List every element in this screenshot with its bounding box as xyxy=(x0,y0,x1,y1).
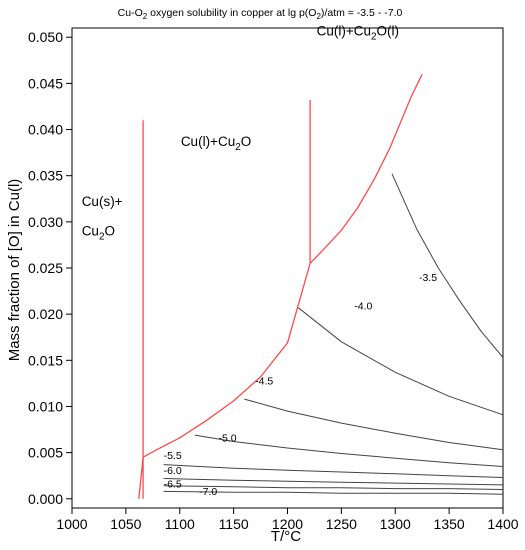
isobar-label: -4.0 xyxy=(354,301,372,313)
isobar-label: -7.0 xyxy=(199,486,217,498)
y-tick-label: 0.020 xyxy=(28,306,63,322)
x-tick-label: 1100 xyxy=(165,516,195,532)
y-axis-title: Mass fraction of [O] in Cu(l) xyxy=(6,179,23,362)
boundary-liquidus xyxy=(138,73,423,499)
y-tick-label: 0.015 xyxy=(28,352,63,368)
region-labels: Cu(s)+ Cu2O Cu(l)+Cu2O Cu(l)+Cu2O(l) xyxy=(82,23,399,242)
phase-boundaries xyxy=(138,73,423,499)
y-tick-label: 0.040 xyxy=(28,122,63,138)
x-tick-label: 1250 xyxy=(326,516,357,532)
y-tick-label: 0.000 xyxy=(28,491,63,507)
isobar-line xyxy=(244,398,504,451)
isobar-label: -5.0 xyxy=(219,433,237,445)
isobar-labels: -3.5 -4.0 -4.5 -5.0 -5.5 -6.0 -6.5 -7.0 xyxy=(164,272,438,498)
isobar-label: -3.5 xyxy=(419,272,437,284)
isobar-line xyxy=(194,434,504,467)
x-axis-title: T/°C xyxy=(271,528,301,545)
y-tick-label: 0.045 xyxy=(28,75,63,91)
isobar-line xyxy=(297,307,504,416)
isobar-line xyxy=(163,485,504,490)
region-label-cu_s_cu2o: Cu(s)+ xyxy=(82,194,123,209)
region-label-cu_l_cu2o: Cu(l)+Cu2O xyxy=(181,134,251,153)
y-tick-label: 0.035 xyxy=(28,168,63,184)
x-tick-label: 1300 xyxy=(380,516,411,532)
x-tick-label: 1150 xyxy=(219,516,249,532)
isobar-line xyxy=(391,173,504,358)
isobar-line xyxy=(163,490,504,495)
region-label-cu_s_cu2o: Cu2O xyxy=(82,224,115,243)
isobar-line xyxy=(163,478,504,486)
isobar-label: -4.5 xyxy=(255,375,273,387)
y-axis: 0.000 0.005 0.010 0.015 0.020 0.025 0.030 0.035… xyxy=(28,29,72,507)
x-tick-label: 1400 xyxy=(487,516,518,532)
isobar-series xyxy=(163,173,504,495)
isobar-label: -6.0 xyxy=(164,465,182,477)
y-tick-label: 0.010 xyxy=(28,398,63,414)
y-tick-label: 0.025 xyxy=(28,260,63,276)
isobar-label: -5.5 xyxy=(164,450,182,462)
isobar-label: -6.5 xyxy=(164,479,182,491)
x-tick-label: 1050 xyxy=(110,516,141,532)
y-tick-label: 0.030 xyxy=(28,214,63,230)
x-tick-label: 1200 xyxy=(272,516,303,532)
y-tick-label: 0.005 xyxy=(28,445,63,461)
isobar-line xyxy=(163,464,504,478)
x-axis: 1000 1050 1100 1150 1200 1250 1300 1350 1400 xyxy=(56,508,519,532)
x-tick-label: 1000 xyxy=(56,516,87,532)
chart-title: Cu-O2 oxygen solubility in copper at lg … xyxy=(118,7,403,21)
region-label-cu_l_cu2o_l: Cu(l)+Cu2O(l) xyxy=(317,23,399,42)
x-tick-label: 1350 xyxy=(434,516,465,532)
y-tick-label: 0.050 xyxy=(28,29,63,45)
